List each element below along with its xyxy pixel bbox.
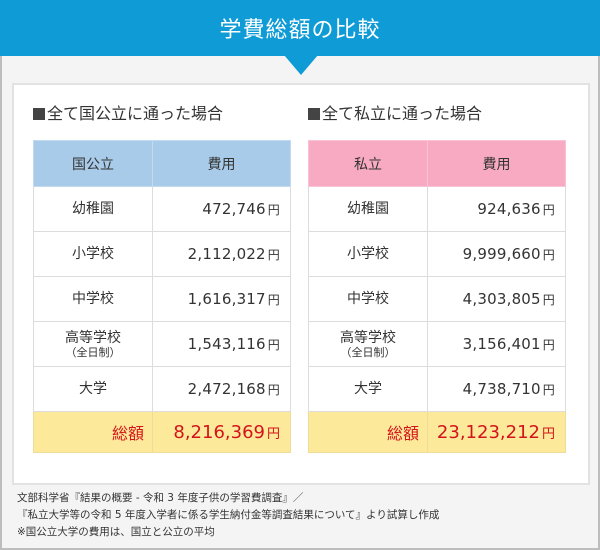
column-header-school-type: 国公立 [33,140,153,187]
column-header-cost: 費用 [152,140,291,187]
school-type-cell: 高等学校 （全日制） [308,321,428,367]
table-row: 小学校 2,112,022 円 [33,231,291,277]
table-row: 小学校 9,999,660 円 [308,231,566,277]
school-type-cell: 小学校 [308,231,428,277]
table-row: 高等学校 （全日制） 1,543,116 円 [33,321,291,367]
table-row: 幼稚園 472,746 円 [33,186,291,232]
private-section: 全て私立に通った場合 私立 費用 幼稚園 924,636 円 小学校 9,999,… [308,100,566,453]
cost-cell: 472,746 円 [152,186,291,232]
cost-cell: 924,636 円 [427,186,566,232]
table-row: 中学校 4,303,805 円 [308,276,566,322]
table-row: 大学 4,738,710 円 [308,366,566,412]
source-footnote: 文部科学省『結果の概要 - 令和 3 年度子供の学習費調査』／ 『私立大学等の令… [17,490,587,541]
private-cost-table: 私立 費用 幼稚園 924,636 円 小学校 9,999,660 円 中学校 4,… [308,140,566,453]
cost-cell: 9,999,660 円 [427,231,566,277]
total-row: 総額 23,123,212 円 [308,411,566,453]
cost-cell: 3,156,401 円 [427,321,566,367]
footnote-line: 文部科学省『結果の概要 - 令和 3 年度子供の学習費調査』／ [17,492,304,504]
table-row: 中学校 1,616,317 円 [33,276,291,322]
cost-cell: 1,616,317 円 [152,276,291,322]
table-row: 高等学校 （全日制） 3,156,401 円 [308,321,566,367]
table-row: 大学 2,472,168 円 [33,366,291,412]
public-section: 全て国公立に通った場合 国公立 費用 幼稚園 472,746 円 小学校 2,11… [33,100,291,453]
school-type-cell: 高等学校 （全日制） [33,321,153,367]
school-type-cell: 中学校 [33,276,153,322]
footnote-line: ※国公立大学の費用は、国立と公立の平均 [17,526,215,538]
title-bar: 学費総額の比較 [0,0,600,56]
table-header-row: 私立 費用 [308,140,566,187]
title-arrow-icon [284,55,318,75]
cost-cell: 2,112,022 円 [152,231,291,277]
school-type-cell: 中学校 [308,276,428,322]
total-label: 総額 [33,411,153,453]
cost-cell: 4,303,805 円 [427,276,566,322]
column-header-cost: 費用 [427,140,566,187]
public-cost-table: 国公立 費用 幼稚園 472,746 円 小学校 2,112,022 円 中学校 1… [33,140,291,453]
cost-cell: 2,472,168 円 [152,366,291,412]
total-value: 8,216,369 円 [152,411,291,453]
total-value: 23,123,212 円 [427,411,566,453]
square-bullet-icon [308,108,320,120]
private-section-title: 全て私立に通った場合 [308,100,565,128]
school-type-cell: 大学 [33,366,153,412]
column-header-school-type: 私立 [308,140,428,187]
page-title: 学費総額の比較 [219,18,381,43]
total-label: 総額 [308,411,428,453]
footnote-line: 『私立大学等の令和 5 年度入学者に係る学生納付金等調査結果について』より試算し… [17,509,440,521]
square-bullet-icon [33,108,45,120]
total-row: 総額 8,216,369 円 [33,411,291,453]
table-header-row: 国公立 費用 [33,140,291,187]
school-type-cell: 幼稚園 [33,186,153,232]
public-section-title: 全て国公立に通った場合 [33,100,290,128]
school-type-cell: 大学 [308,366,428,412]
school-type-cell: 幼稚園 [308,186,428,232]
cost-cell: 4,738,710 円 [427,366,566,412]
school-type-cell: 小学校 [33,231,153,277]
cost-cell: 1,543,116 円 [152,321,291,367]
table-row: 幼稚園 924,636 円 [308,186,566,232]
